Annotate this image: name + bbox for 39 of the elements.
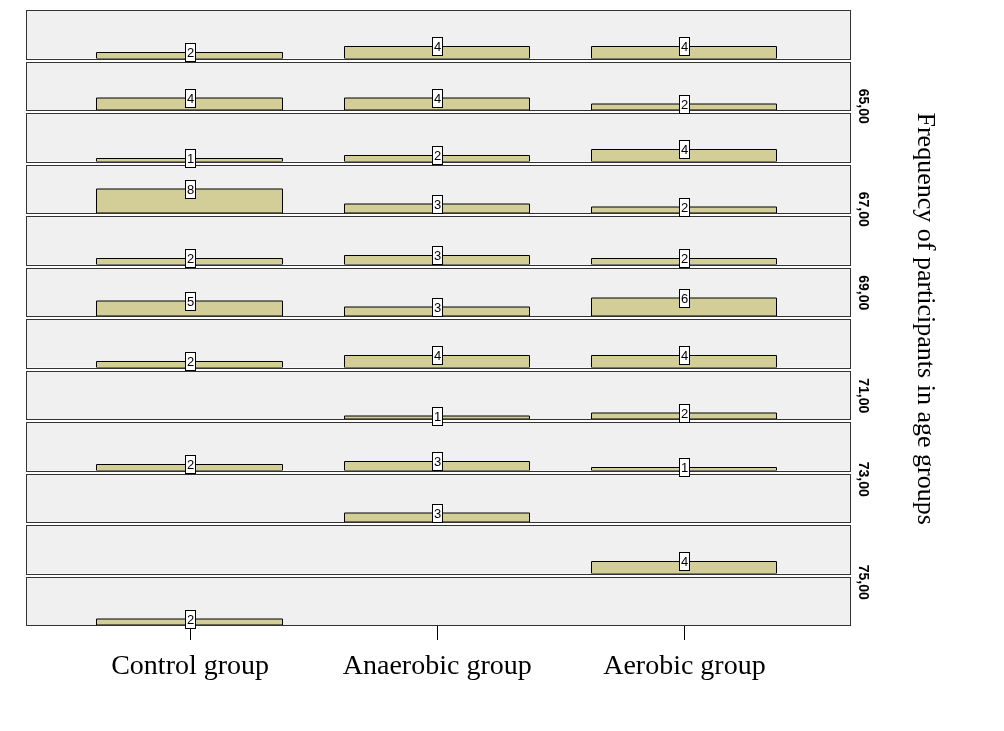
data-label: 4 (187, 91, 195, 106)
data-label: 2 (681, 406, 689, 421)
data-label: 2 (681, 200, 689, 215)
x-tick-label: Aerobic group (603, 648, 766, 680)
data-label: 2 (187, 612, 195, 627)
data-label: 4 (434, 39, 442, 54)
data-label: 4 (681, 39, 689, 54)
y2-axis-title: 71,00 (856, 378, 873, 414)
data-label: 5 (187, 294, 195, 309)
x-tick-label: Anaerobic group (342, 648, 532, 680)
data-label: 1 (434, 409, 442, 424)
data-label: 2 (434, 148, 442, 163)
y2-axis-title: 65,00 (855, 88, 872, 124)
data-label: 3 (434, 506, 442, 521)
data-label: 6 (681, 291, 689, 306)
data-label: 2 (681, 97, 689, 112)
data-label: 2 (187, 45, 195, 60)
data-label: 4 (434, 348, 442, 363)
data-label: 2 (187, 251, 195, 266)
data-label: 2 (187, 354, 195, 369)
y2-axis-title: 67,00 (855, 191, 872, 227)
text: Frequency of participants in age groups (911, 112, 941, 525)
y2-axis-title: 75,00 (855, 564, 872, 600)
data-label: 4 (681, 348, 689, 363)
data-label: 4 (681, 142, 689, 157)
data-label: 3 (434, 454, 442, 469)
data-label: 2 (187, 457, 195, 472)
data-label: 3 (434, 248, 442, 263)
y2-axis-title: 69,00 (856, 275, 873, 311)
data-label: 4 (434, 91, 442, 106)
data-label: 3 (434, 197, 442, 212)
data-label: 1 (681, 460, 689, 475)
y2-axis-title: 73,00 (855, 461, 872, 497)
data-label: 2 (681, 251, 689, 266)
data-label: 1 (187, 151, 195, 166)
x-tick-label: Control group (111, 648, 270, 680)
data-label: 4 (681, 554, 689, 569)
data-label: 3 (434, 300, 442, 315)
data-label: 8 (187, 182, 195, 197)
